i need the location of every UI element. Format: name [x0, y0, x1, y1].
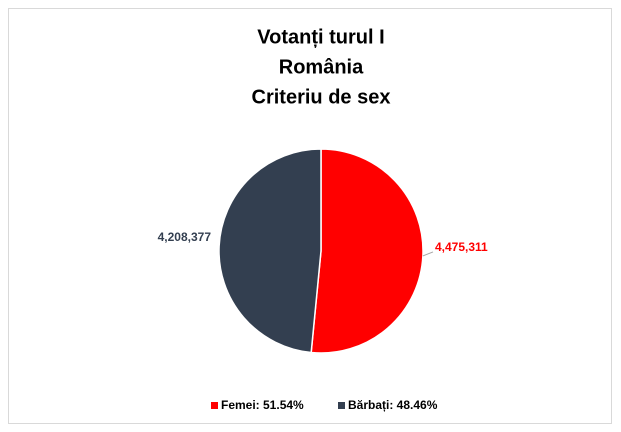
- pie-slice: [310, 148, 424, 354]
- chart-title: Votanți turul I: [257, 26, 384, 48]
- leader-line: [422, 251, 434, 257]
- legend-swatch: [211, 402, 218, 409]
- pie-slice: [218, 148, 322, 354]
- value-label: 4,208,377: [158, 230, 212, 244]
- chart-title: Criteriu de sex: [252, 86, 391, 108]
- chart-title: România: [279, 56, 364, 78]
- legend-swatch: [338, 402, 345, 409]
- legend-label: Bărbați: 48.46%: [348, 398, 438, 412]
- value-label: 4,475,311: [435, 240, 488, 254]
- legend-label: Femei: 51.54%: [221, 398, 304, 412]
